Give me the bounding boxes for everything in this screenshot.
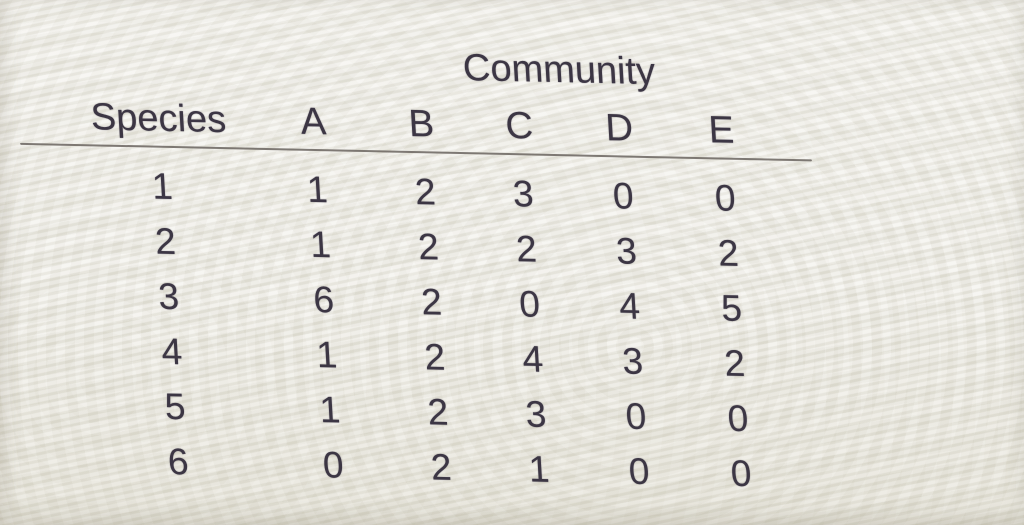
table-rows: 1 1 2 3 0 0 2 1 2 2 3 2 3 6 2 0 4 5 4 1 … [65, 166, 844, 512]
value-cell: 4 [521, 338, 545, 380]
value-cell: 0 [729, 452, 753, 495]
species-cell: 1 [150, 165, 174, 208]
value-cell: 2 [514, 228, 538, 270]
value-cell: 1 [315, 334, 339, 376]
value-cell: 0 [726, 397, 750, 440]
species-cell: 2 [154, 220, 177, 263]
value-cell: 2 [716, 232, 740, 274]
table-row: 6 0 2 1 0 0 [81, 441, 844, 512]
value-cell: 4 [618, 285, 642, 327]
value-cell: 0 [518, 283, 542, 325]
value-cell: 2 [416, 226, 440, 268]
species-cell: 3 [157, 275, 181, 318]
value-cell: 0 [713, 177, 737, 219]
value-cell: 2 [423, 336, 447, 378]
value-cell: 5 [720, 287, 744, 329]
table-title: Community [461, 47, 657, 94]
value-cell: 0 [627, 450, 651, 493]
value-cell: 3 [614, 230, 638, 272]
value-cell: 2 [413, 171, 437, 213]
column-header-e: E [707, 109, 736, 152]
species-cell: 4 [160, 330, 184, 373]
column-header-a: A [299, 100, 328, 144]
value-cell: 3 [621, 340, 645, 382]
value-cell: 2 [426, 391, 450, 433]
value-cell: 0 [321, 444, 345, 486]
value-cell: 6 [312, 278, 336, 321]
column-header-d: D [604, 107, 635, 150]
value-cell: 3 [511, 173, 535, 215]
value-cell: 2 [723, 342, 747, 385]
value-cell: 1 [318, 389, 342, 431]
column-header-c: C [504, 104, 535, 148]
species-cell: 6 [166, 440, 190, 483]
species-cell: 5 [163, 385, 187, 428]
column-header-b: B [407, 102, 436, 146]
value-cell: 1 [305, 168, 329, 211]
value-cell: 2 [420, 281, 444, 323]
value-cell: 1 [527, 448, 551, 490]
value-cell: 2 [429, 446, 453, 488]
value-cell: 1 [308, 223, 332, 266]
community-table: Community Species A B C D E 1 1 2 3 0 0 … [20, 40, 844, 513]
value-cell: 0 [624, 395, 648, 438]
value-cell: 3 [524, 393, 548, 435]
column-header-species: Species [89, 96, 228, 142]
value-cell: 0 [611, 175, 635, 217]
